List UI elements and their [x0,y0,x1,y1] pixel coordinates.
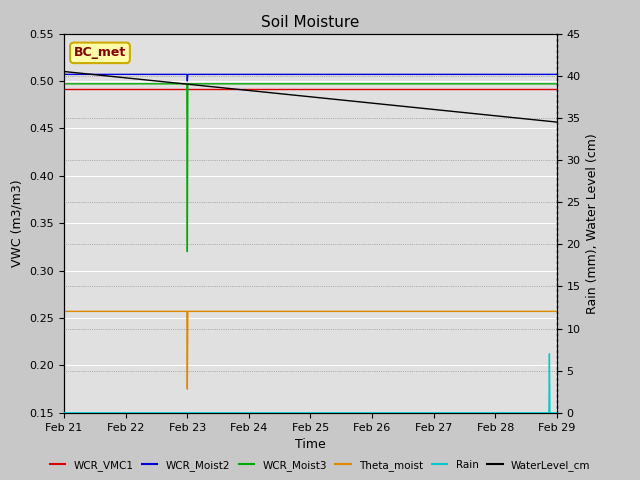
Text: BC_met: BC_met [74,47,126,60]
Y-axis label: Rain (mm), Water Level (cm): Rain (mm), Water Level (cm) [586,133,599,313]
Legend: WCR_VMC1, WCR_Moist2, WCR_Moist3, Theta_moist, Rain, WaterLevel_cm: WCR_VMC1, WCR_Moist2, WCR_Moist3, Theta_… [45,456,595,475]
Y-axis label: VWC (m3/m3): VWC (m3/m3) [11,180,24,267]
X-axis label: Time: Time [295,438,326,451]
Title: Soil Moisture: Soil Moisture [261,15,360,30]
